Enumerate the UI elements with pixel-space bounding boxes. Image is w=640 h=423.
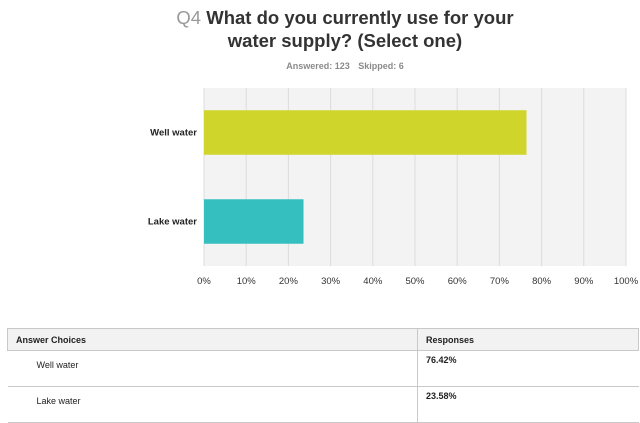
category-label: Well water [150, 128, 197, 139]
table-row: Well water 76.42% [7, 350, 639, 387]
bar [204, 110, 527, 155]
x-tick-label: 20% [279, 276, 299, 287]
choice-cell: Well water [7, 350, 418, 387]
header-answer-choices: Answer Choices [7, 328, 418, 351]
bars [204, 110, 527, 244]
question-number: Q4 [176, 7, 202, 28]
response-stats: Answered: 123 Skipped: 6 [150, 61, 540, 71]
x-tick-label: 50% [405, 276, 425, 287]
table-header-row: Answer Choices Responses [7, 328, 639, 351]
answer-table: Answer Choices Responses Well water 76.4… [7, 328, 639, 423]
category-labels: Well water Lake water [148, 128, 197, 228]
x-tick-label: 40% [363, 276, 383, 287]
category-label: Lake water [148, 217, 197, 228]
question-title: Q4 What do you currently use for your wa… [150, 6, 540, 52]
x-tick-label: 30% [321, 276, 341, 287]
skipped-count: Skipped: 6 [358, 61, 404, 71]
bar [204, 199, 304, 244]
x-tick-label: 60% [448, 276, 468, 287]
x-tick-label: 70% [490, 276, 510, 287]
answered-count: Answered: 123 [286, 61, 350, 71]
x-tick-label: 0% [197, 276, 211, 287]
x-tick-label: 100% [614, 276, 639, 287]
question-text: What do you currently use for your water… [206, 7, 514, 51]
x-tick-label: 80% [532, 276, 552, 287]
x-tick-label: 10% [237, 276, 257, 287]
header-responses: Responses [417, 328, 639, 351]
response-cell: 76.42% [417, 350, 639, 387]
bar-chart: Well water Lake water 0% 10% 20% 30% 40% 50% 60… [148, 88, 639, 287]
x-tick-label: 90% [574, 276, 594, 287]
x-axis-ticks: 0% 10% 20% 30% 40% 50% 60% 70% 80% 90% 100% [197, 276, 639, 287]
